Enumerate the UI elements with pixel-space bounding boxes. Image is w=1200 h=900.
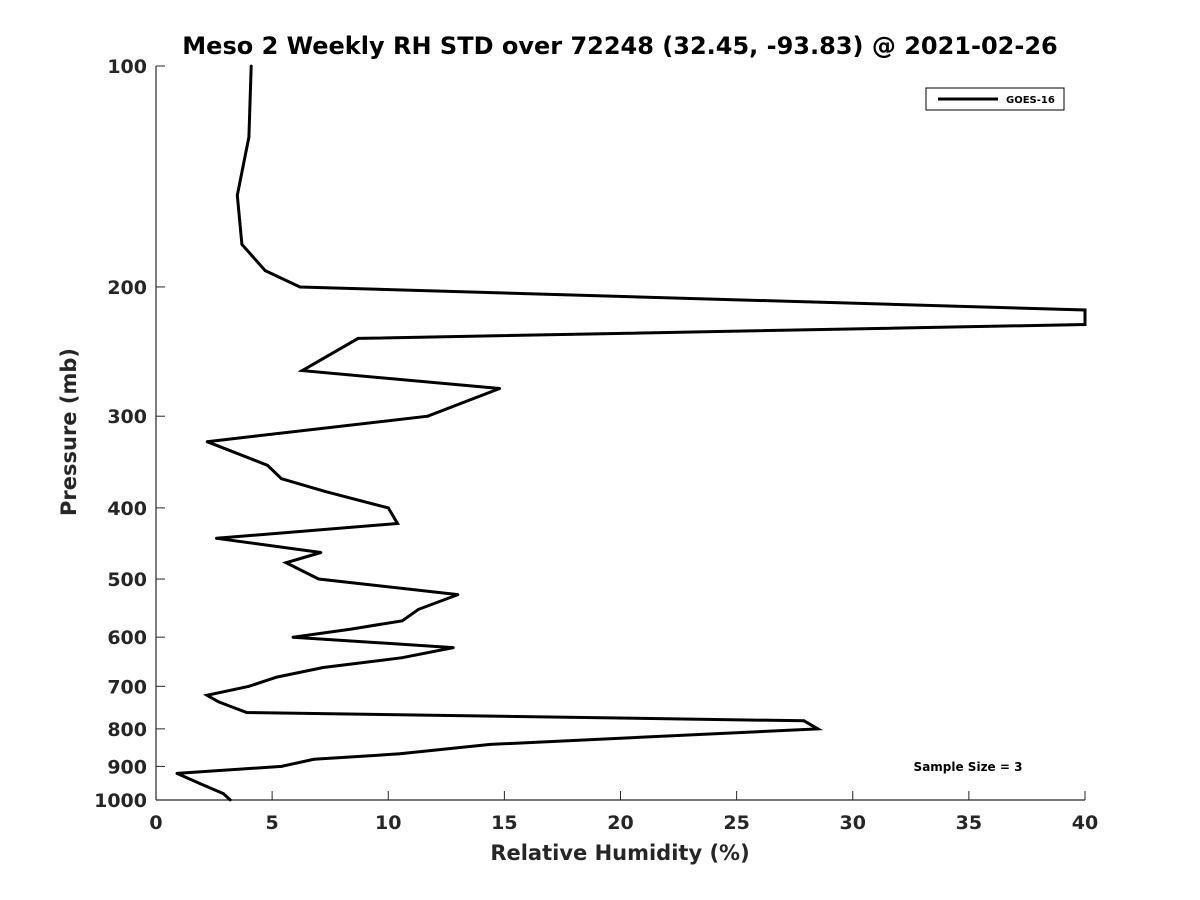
x-tick-label: 0	[149, 812, 162, 834]
data-point	[205, 440, 209, 444]
legend: GOES-16	[925, 87, 1065, 111]
data-point	[263, 269, 267, 272]
data-point	[426, 414, 430, 418]
x-tick-label: 10	[375, 812, 401, 834]
data-point	[400, 656, 404, 660]
data-point	[245, 711, 249, 714]
x-tick-label: 35	[956, 812, 982, 834]
data-point	[396, 522, 399, 525]
data-point	[417, 608, 420, 611]
data-point	[1083, 308, 1087, 312]
data-point	[816, 727, 820, 731]
x-tick-label: 40	[1072, 812, 1098, 834]
x-tick-label: 15	[491, 812, 517, 834]
x-tick-label: 20	[607, 812, 633, 834]
y-tick-label: 1000	[94, 790, 147, 812]
data-point	[802, 719, 806, 723]
x-tick-label: 5	[266, 812, 279, 834]
x-tick-label: 25	[723, 812, 749, 834]
data-point	[319, 551, 323, 554]
data-point	[284, 561, 288, 565]
data-point	[386, 506, 390, 510]
data-point	[217, 700, 221, 704]
data-point	[1083, 323, 1087, 326]
y-tick-label: 200	[107, 277, 147, 299]
legend-label: GOES-16	[1006, 95, 1055, 106]
x-axis-label: Relative Humidity (%)	[490, 841, 749, 865]
data-point	[275, 675, 279, 679]
data-point	[356, 337, 360, 340]
sample-size-annotation: Sample Size = 3	[914, 760, 1023, 774]
data-point	[349, 627, 353, 631]
data-points	[175, 64, 1087, 802]
data-point	[398, 752, 402, 756]
data-point	[266, 463, 269, 467]
data-point	[291, 635, 295, 639]
y-tick-label: 800	[107, 719, 147, 741]
data-point	[205, 693, 209, 697]
data-point	[312, 757, 316, 761]
y-tick-label: 400	[107, 498, 147, 520]
y-tick-label: 500	[107, 569, 147, 591]
x-tick-label: 30	[840, 812, 866, 834]
y-tick-label: 700	[107, 676, 147, 698]
y-tick-label: 900	[107, 756, 147, 778]
data-point	[235, 193, 239, 197]
data-point	[222, 792, 225, 795]
y-tick-label: 100	[107, 56, 147, 78]
data-point	[300, 369, 304, 372]
chart-title: Meso 2 Weekly RH STD over 72248 (32.45, …	[182, 32, 1057, 60]
data-point	[198, 782, 202, 785]
data-point	[280, 477, 283, 481]
data-point	[451, 646, 455, 649]
data-point	[280, 765, 283, 768]
data-point	[298, 285, 302, 289]
data-point	[489, 743, 492, 746]
data-point	[215, 536, 218, 540]
data-point	[240, 243, 244, 246]
data-point	[249, 64, 253, 68]
data-point	[324, 490, 327, 493]
data-point	[228, 798, 232, 802]
data-point	[247, 135, 251, 139]
y-axis-label: Pressure (mb)	[57, 348, 81, 516]
data-point	[317, 577, 320, 581]
data-point	[400, 619, 404, 623]
data-point	[456, 593, 460, 596]
data-point	[175, 772, 179, 775]
y-tick-label: 300	[107, 406, 147, 428]
data-point	[247, 684, 251, 688]
y-tick-label: 600	[107, 627, 147, 649]
data-point	[321, 666, 325, 669]
data-point	[498, 387, 502, 390]
axes: 0 5 10 15 20 25 30 35 40 100 200 300 400 500 600 700 800…	[94, 56, 1098, 834]
